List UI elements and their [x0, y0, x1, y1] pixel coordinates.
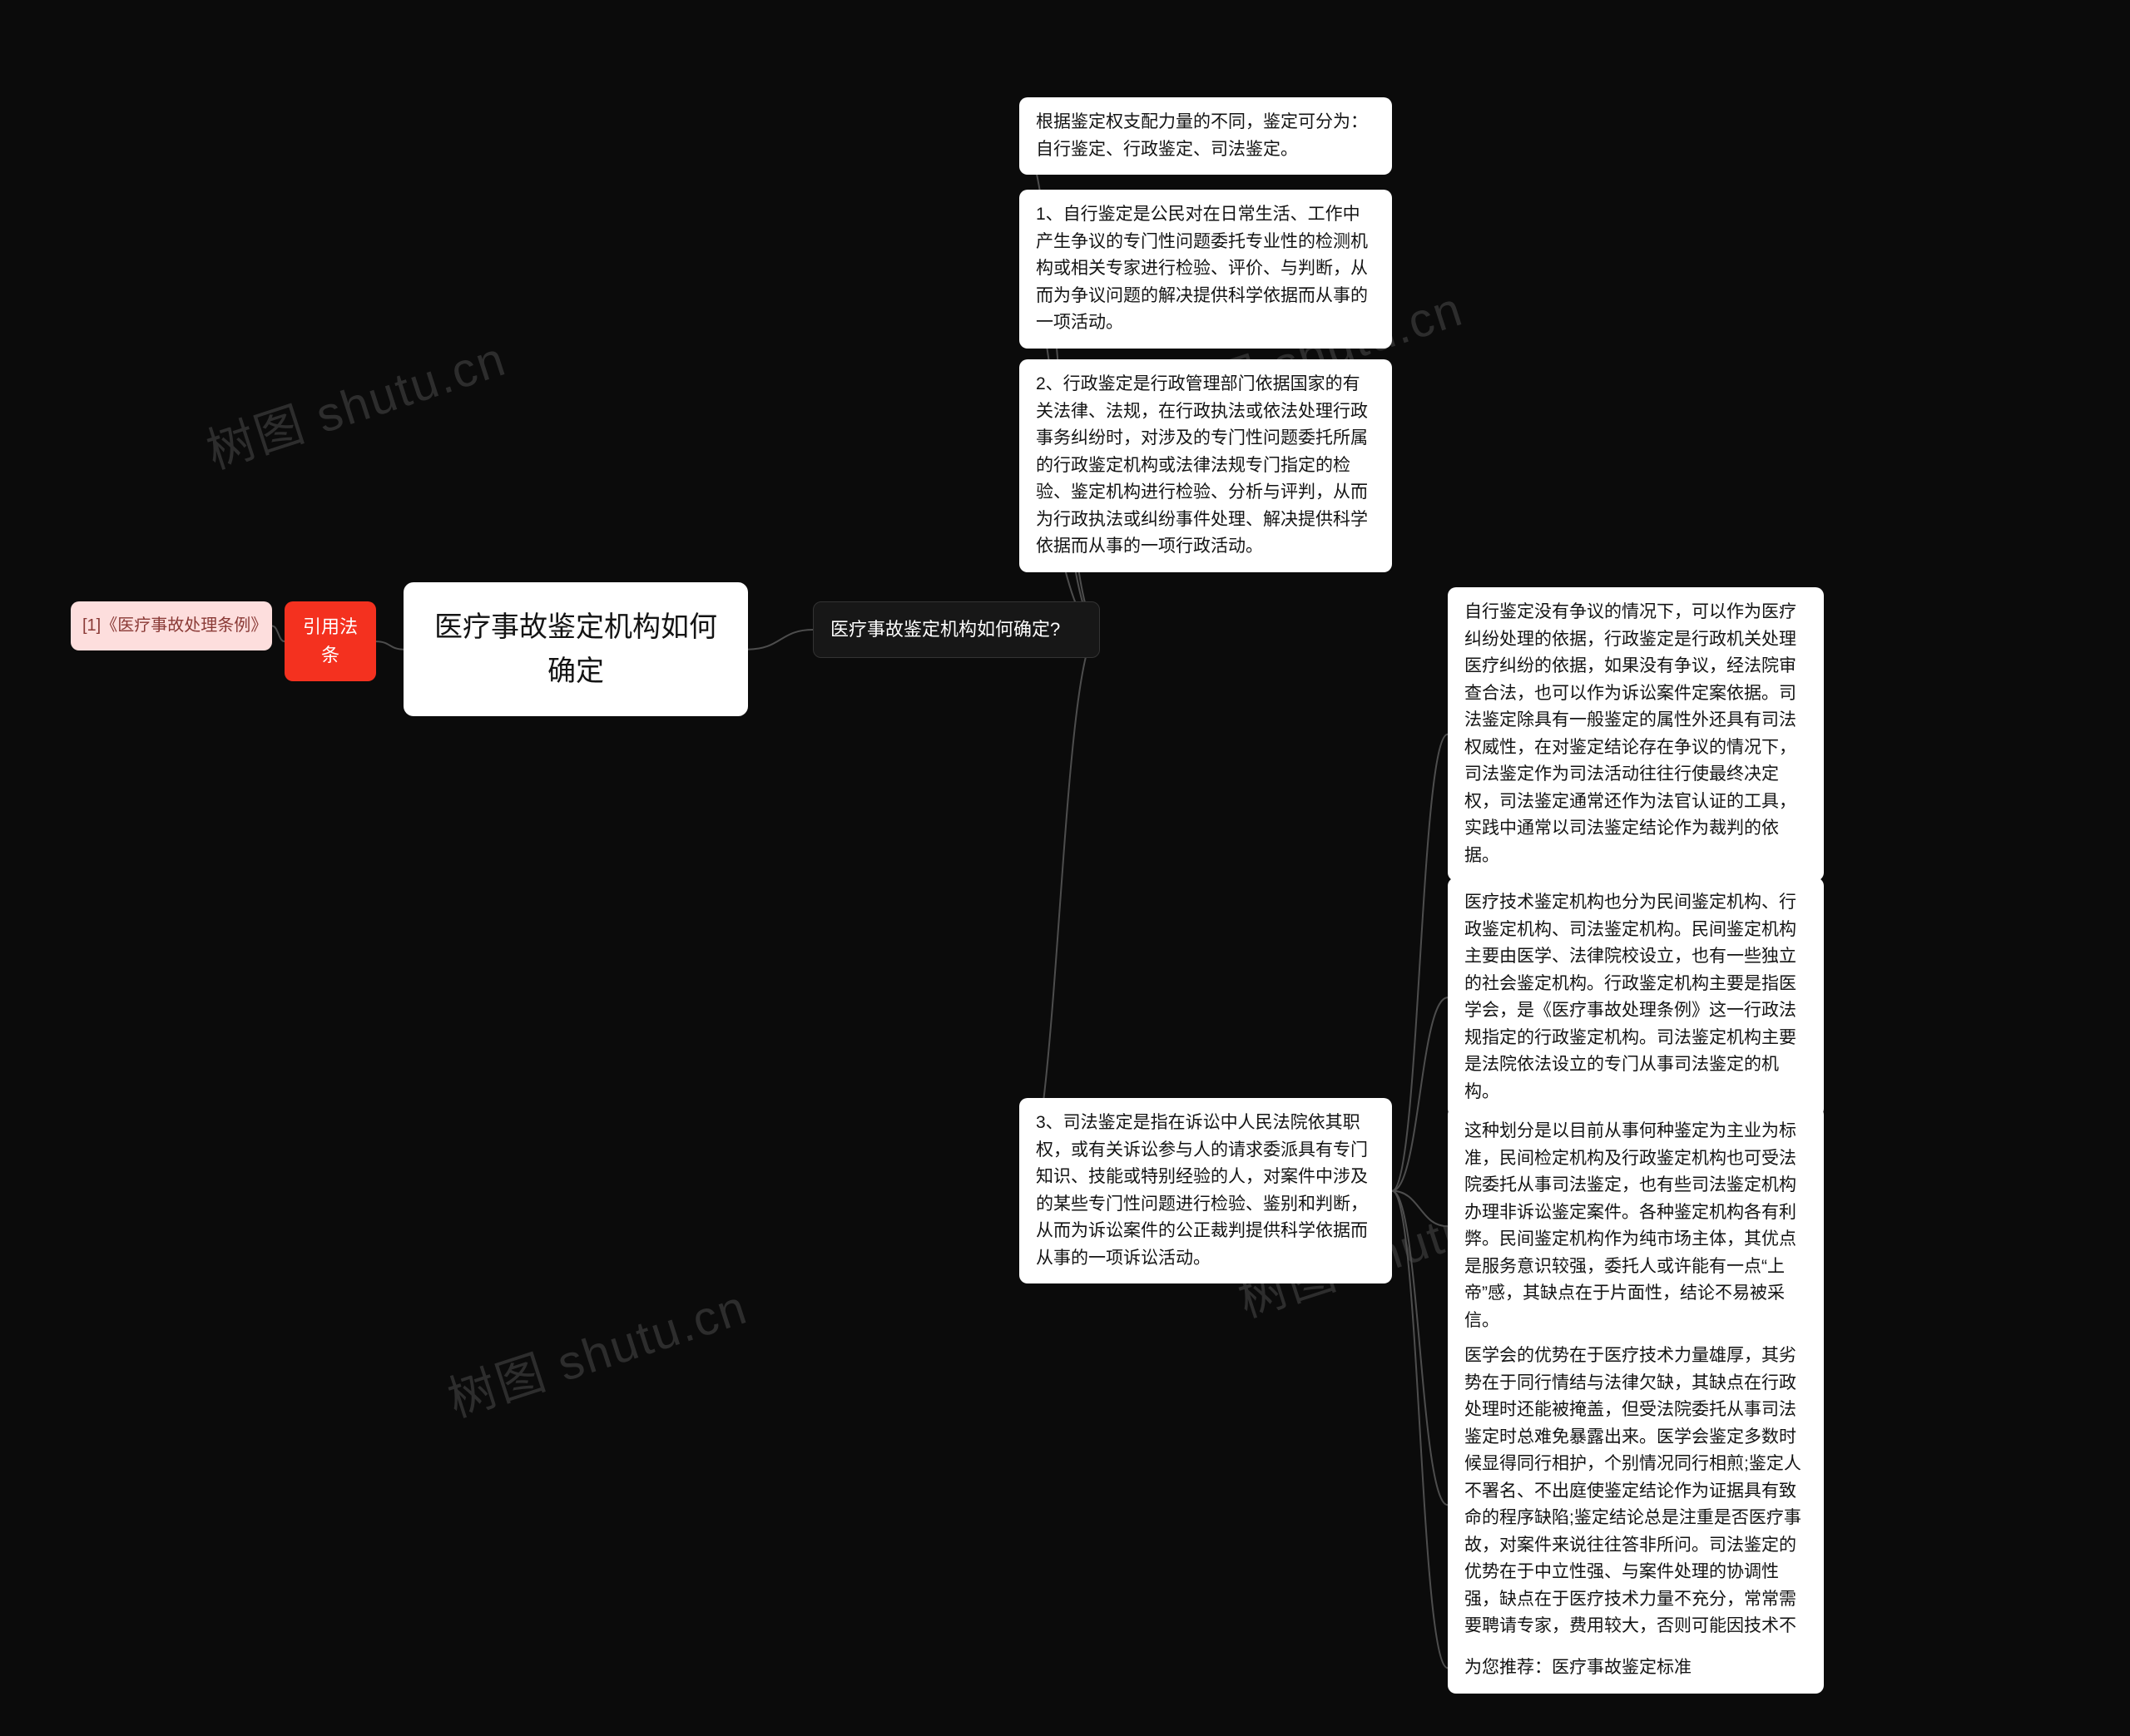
- detail-node-2[interactable]: 这种划分是以目前从事何种鉴定为主业为标准，民间检定机构及行政鉴定机构也可受法院委…: [1448, 1106, 1824, 1346]
- answer-node-overview[interactable]: 根据鉴定权支配力量的不同，鉴定可分为：自行鉴定、行政鉴定、司法鉴定。: [1019, 97, 1392, 175]
- answer-node-1[interactable]: 1、自行鉴定是公民对在日常生活、工作中产生争议的专门性问题委托专业性的检测机构或…: [1019, 190, 1392, 349]
- detail-node-recommend[interactable]: 为您推荐：医疗事故鉴定标准: [1448, 1643, 1824, 1694]
- answer-node-2[interactable]: 2、行政鉴定是行政管理部门依据国家的有关法律、法规，在行政执法或依法处理行政事务…: [1019, 359, 1392, 572]
- detail-node-0[interactable]: 自行鉴定没有争议的情况下，可以作为医疗纠纷处理的依据，行政鉴定是行政机关处理医疗…: [1448, 587, 1824, 881]
- mindmap-canvas: 树图 shutu.cn 树图 shutu.cn 树图 shutu.cn 树图 s…: [0, 0, 2130, 1736]
- question-node[interactable]: 医疗事故鉴定机构如何确定?: [813, 601, 1100, 658]
- detail-node-1[interactable]: 医疗技术鉴定机构也分为民间鉴定机构、行政鉴定机构、司法鉴定机构。民间鉴定机构主要…: [1448, 878, 1824, 1117]
- watermark: 树图 shutu.cn: [438, 1268, 755, 1430]
- reference-item[interactable]: [1]《医疗事故处理条例》: [71, 601, 272, 650]
- watermark: 树图 shutu.cn: [196, 319, 513, 482]
- answer-node-3[interactable]: 3、司法鉴定是指在诉讼中人民法院依其职权，或有关诉讼参与人的请求委派具有专门知识…: [1019, 1098, 1392, 1283]
- root-node[interactable]: 医疗事故鉴定机构如何确定: [404, 582, 748, 716]
- detail-node-3[interactable]: 医学会的优势在于医疗技术力量雄厚，其劣势在于同行情结与法律欠缺，其缺点在行政处理…: [1448, 1331, 1824, 1679]
- reference-label[interactable]: 引用法条: [285, 601, 376, 681]
